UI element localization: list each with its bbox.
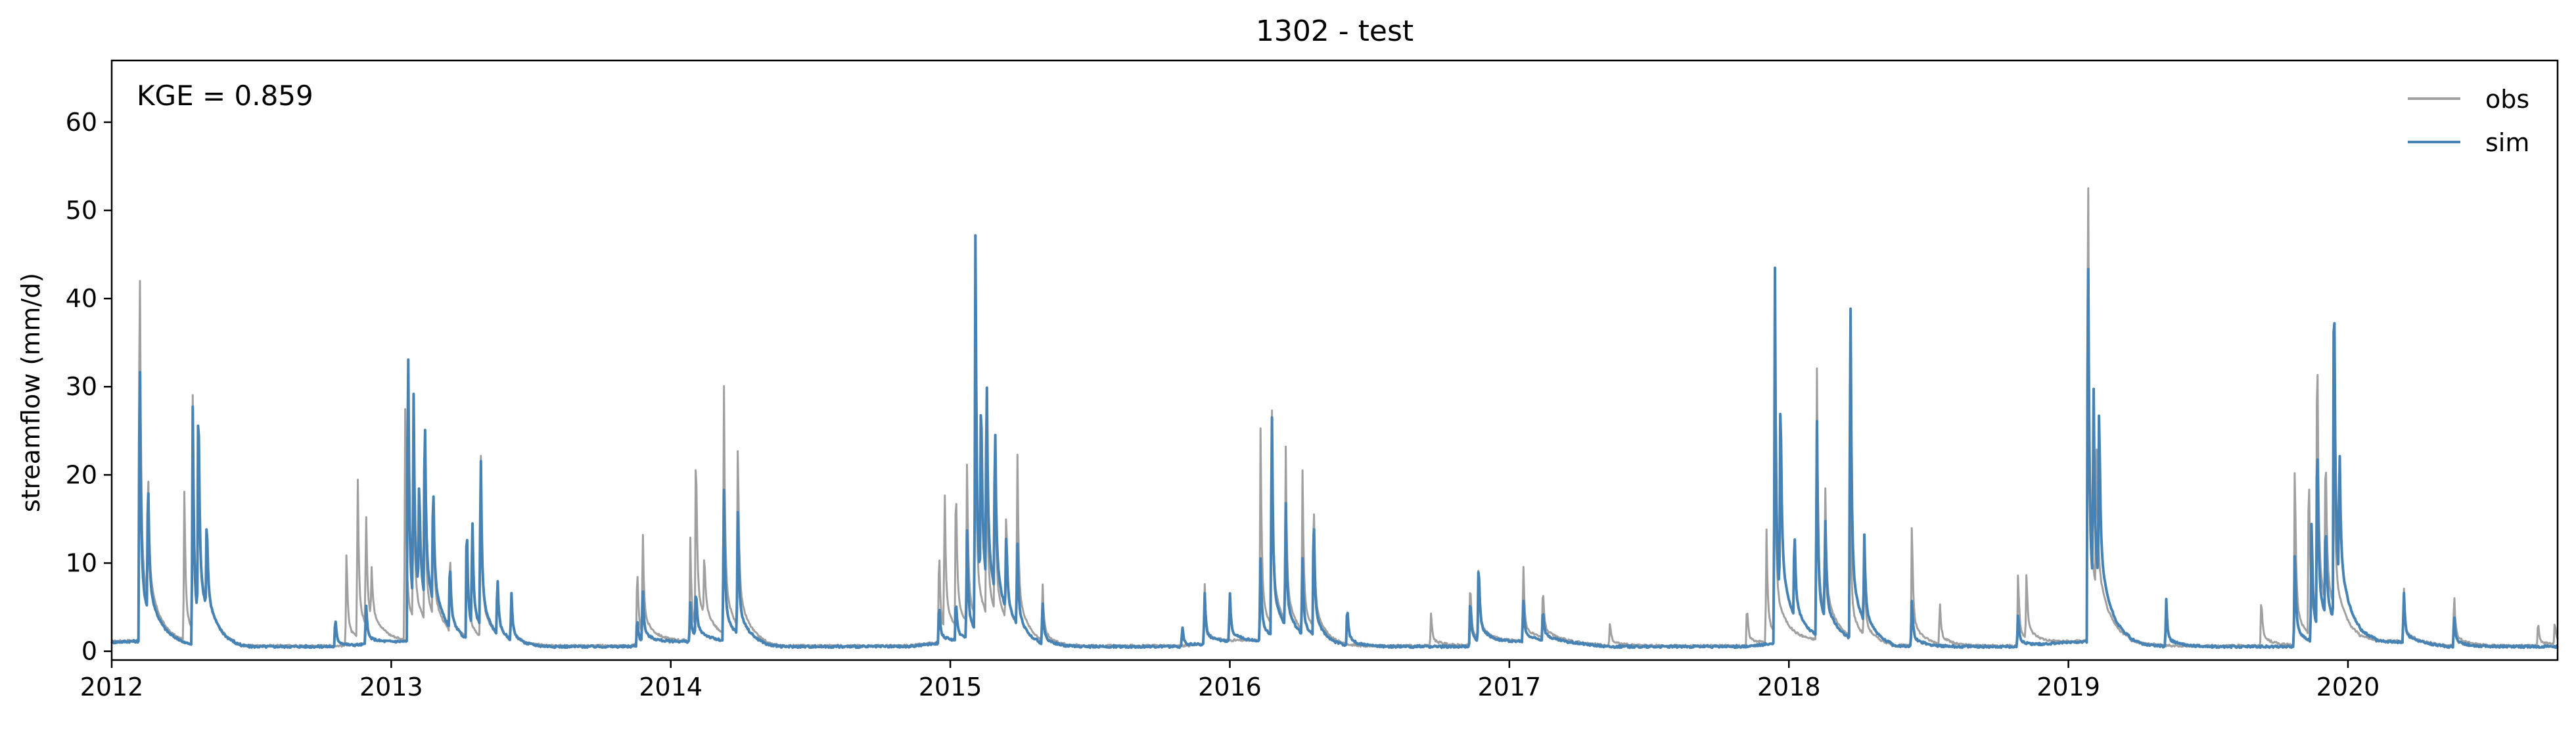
- y-tick-label: 40: [66, 284, 97, 313]
- y-axis-label: streamflow (mm/d): [16, 273, 45, 512]
- legend: obs sim: [2408, 85, 2529, 157]
- y-tick-label: 60: [66, 108, 97, 137]
- legend-label-obs: obs: [2485, 85, 2529, 114]
- plot-frame: [110, 59, 2559, 661]
- x-tick-label: 2015: [919, 673, 982, 701]
- x-tick-label: 2012: [80, 673, 144, 701]
- y-tick-label: 20: [66, 460, 97, 489]
- x-tick-label: 2020: [2316, 673, 2380, 701]
- axis-ticks: 2012 2013 2014 2015 2016 2017 2018 2019 2020 0 10 2…: [66, 108, 2380, 701]
- x-tick-label: 2019: [2036, 673, 2100, 701]
- legend-label-sim: sim: [2485, 128, 2529, 157]
- series-line-sim: [110, 234, 2559, 650]
- x-tick-label: 2016: [1198, 673, 1262, 701]
- kge-annotation: KGE = 0.859: [137, 80, 313, 112]
- y-tick-label: 10: [66, 548, 97, 577]
- chart-title: 1302 - test: [1256, 14, 1414, 48]
- series-lines: [110, 187, 2559, 650]
- y-tick-label: 50: [66, 196, 97, 225]
- x-tick-label: 2017: [1477, 673, 1541, 701]
- x-tick-label: 2014: [639, 673, 702, 701]
- y-tick-label: 0: [81, 637, 97, 666]
- y-tick-label: 30: [66, 372, 97, 401]
- x-tick-label: 2018: [1757, 673, 1821, 701]
- x-tick-label: 2013: [359, 673, 423, 701]
